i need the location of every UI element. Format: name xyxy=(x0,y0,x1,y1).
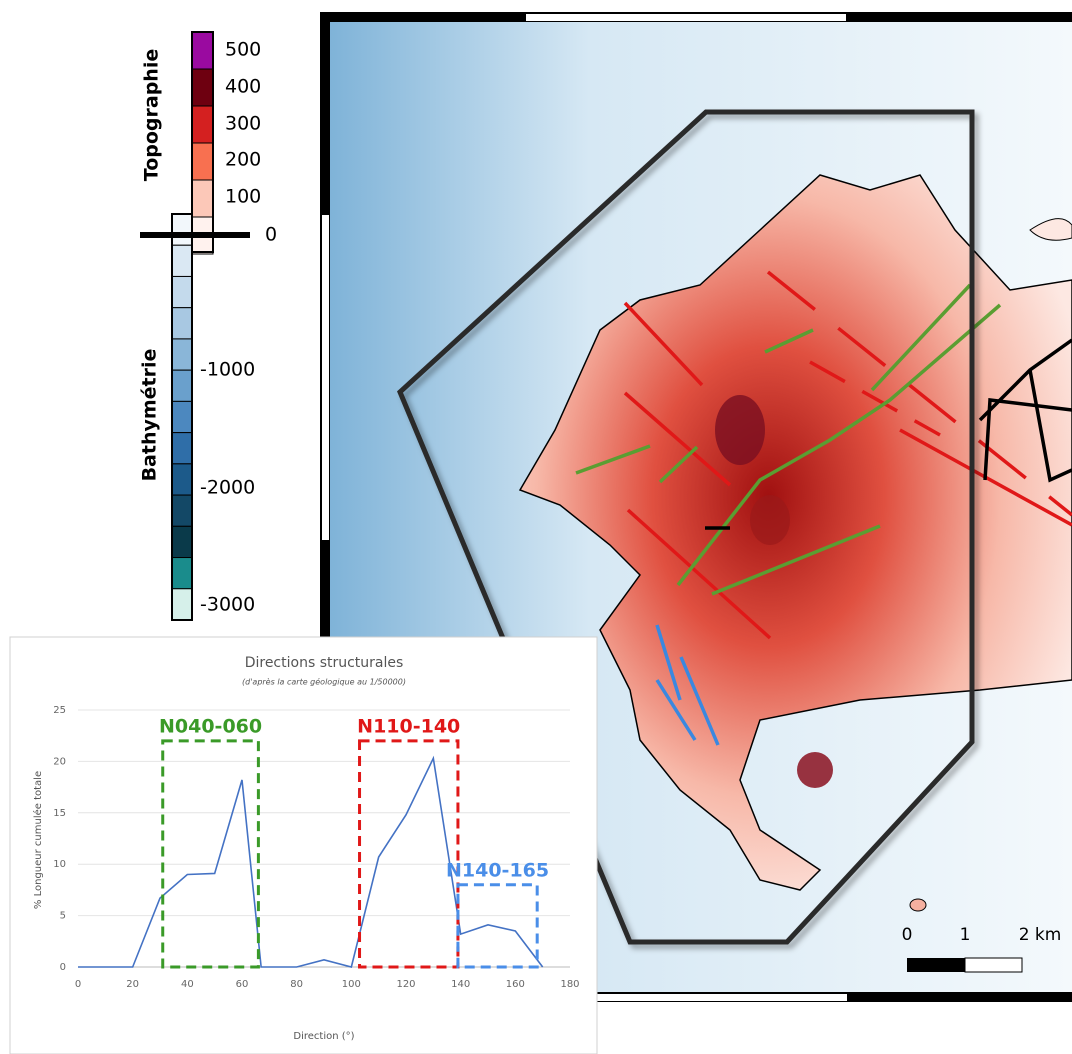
scale-label: 1 xyxy=(960,925,971,945)
colorbar-box xyxy=(192,180,213,217)
colorbar-title: Bathymétrie xyxy=(139,349,161,482)
colorbar-box xyxy=(172,526,192,557)
y-axis-label: % Longueur cumulée totale xyxy=(32,771,44,909)
x-tick-label: 40 xyxy=(181,979,194,990)
y-tick-label: 15 xyxy=(53,808,66,819)
relief xyxy=(715,395,765,465)
colorbar-label: 400 xyxy=(225,76,261,98)
chart-title: Directions structurales xyxy=(245,655,404,671)
x-axis-label: Direction (°) xyxy=(293,1031,354,1042)
x-tick-label: 180 xyxy=(560,979,579,990)
relief xyxy=(750,495,790,545)
x-tick-label: 100 xyxy=(342,979,361,990)
chart-subtitle: (d'après la carte géologique au 1/50000) xyxy=(242,677,406,687)
colorbar-label: 0 xyxy=(265,224,277,246)
colorbar-box xyxy=(192,106,213,143)
region-label: N140-165 xyxy=(446,859,549,881)
y-tick-label: 10 xyxy=(53,859,66,870)
scale-bar xyxy=(907,958,965,972)
colorbar-label: -2000 xyxy=(200,477,255,499)
colorbar-label: 100 xyxy=(225,186,261,208)
colorbar-box xyxy=(172,308,192,339)
colorbar-label: -3000 xyxy=(200,594,255,616)
colorbar-label: 300 xyxy=(225,113,261,135)
colorbar-box xyxy=(172,339,192,370)
relief xyxy=(797,752,833,788)
colorbar-box xyxy=(192,143,213,180)
colorbar-label: 500 xyxy=(225,39,261,61)
x-tick-label: 20 xyxy=(126,979,139,990)
colorbar: Topographie Bathymétrie 500 400 300 200 1000… xyxy=(139,32,278,620)
x-tick-label: 0 xyxy=(75,979,81,990)
colorbar-box xyxy=(172,401,192,432)
x-tick-label: 60 xyxy=(236,979,249,990)
colorbar-box xyxy=(172,370,192,401)
islet xyxy=(910,899,926,911)
colorbar-box xyxy=(172,433,192,464)
colorbar-box xyxy=(172,245,192,276)
chart-panel xyxy=(10,637,597,1054)
colorbar-box xyxy=(172,214,192,245)
colorbar-box xyxy=(192,69,213,106)
y-tick-label: 0 xyxy=(60,962,66,973)
colorbar-box xyxy=(192,32,213,69)
region-label: N110-140 xyxy=(357,715,460,737)
colorbar-label: -1000 xyxy=(200,359,255,381)
y-tick-label: 25 xyxy=(53,705,66,716)
y-tick-label: 5 xyxy=(60,911,66,922)
colorbar-box xyxy=(172,276,192,307)
x-tick-label: 140 xyxy=(451,979,470,990)
x-tick-label: 120 xyxy=(396,979,415,990)
colorbar-box xyxy=(172,589,192,620)
colorbar-box xyxy=(172,495,192,526)
scale-label: 2 km xyxy=(1019,925,1062,945)
colorbar-box xyxy=(172,464,192,495)
y-tick-label: 20 xyxy=(53,756,66,767)
region-label: N040-060 xyxy=(159,715,262,737)
scale-bar xyxy=(965,958,1022,972)
frame xyxy=(322,215,329,540)
figure: 0 1 2 km Topographie Bathymétrie 5004003… xyxy=(0,0,1072,1054)
scale-label: 0 xyxy=(902,925,913,945)
colorbar-label: 200 xyxy=(225,149,261,171)
colorbar-box xyxy=(172,558,192,589)
x-tick-label: 160 xyxy=(506,979,525,990)
colorbar-title: Topographie xyxy=(141,49,163,181)
frame xyxy=(526,14,846,21)
x-tick-label: 80 xyxy=(290,979,303,990)
